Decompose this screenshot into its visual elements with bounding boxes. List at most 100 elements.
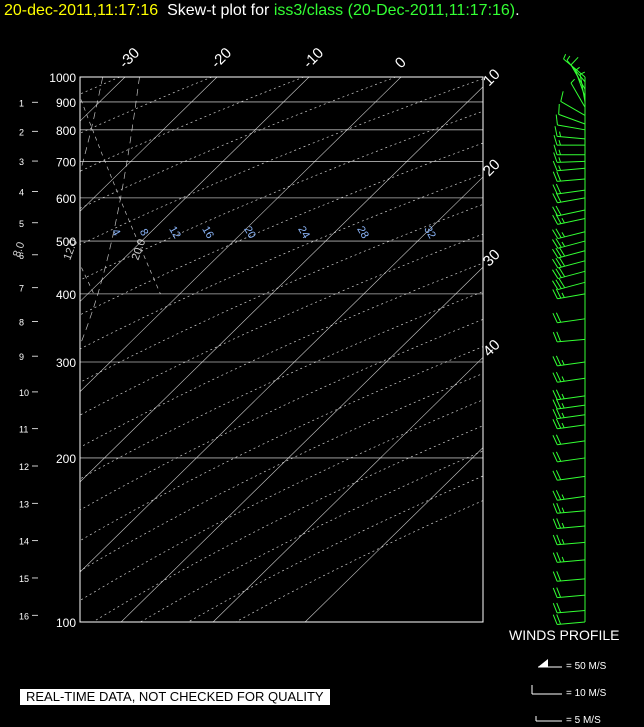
wind-barb bbox=[552, 160, 586, 172]
wind-barb-shaft bbox=[557, 404, 586, 410]
wind-barb bbox=[553, 134, 585, 146]
moist-adiabat-line bbox=[80, 77, 140, 347]
wind-barb-half bbox=[558, 139, 561, 146]
wind-barb-flag bbox=[552, 356, 558, 367]
wind-barb bbox=[552, 192, 586, 204]
dry-adiabat-line bbox=[187, 475, 483, 622]
wind-barb-shaft bbox=[557, 541, 586, 546]
wind-barb-flag bbox=[552, 399, 558, 410]
height-label: 8 bbox=[19, 317, 24, 327]
wind-barb-flag bbox=[555, 355, 562, 366]
moist-adiabat-line bbox=[80, 77, 104, 175]
wind-barb-flag bbox=[555, 434, 562, 445]
dry-adiabat-line bbox=[235, 500, 483, 622]
wind-barb-shaft bbox=[557, 231, 586, 240]
moist-adiabat-label: 12 bbox=[166, 224, 183, 241]
wind-barb-half bbox=[558, 149, 561, 155]
height-label: 13 bbox=[19, 499, 29, 509]
wind-barb bbox=[552, 238, 586, 249]
wind-barb-flag bbox=[556, 171, 562, 182]
wind-barb bbox=[554, 126, 586, 140]
wind-barb-flag bbox=[552, 408, 558, 419]
wind-barb bbox=[555, 114, 586, 131]
wind-barb-flag bbox=[552, 503, 558, 514]
height-label: 11 bbox=[19, 425, 28, 435]
wind-barb-half bbox=[561, 412, 565, 418]
wind-barb-flag bbox=[558, 247, 566, 257]
wind-barb bbox=[552, 418, 586, 430]
wind-barb bbox=[552, 534, 586, 546]
wind-barb-shaft bbox=[557, 414, 586, 420]
wind-barb-shaft bbox=[557, 525, 586, 529]
winds-profile-title: WINDS PROFILE bbox=[509, 627, 620, 643]
isotherm-line bbox=[80, 77, 310, 302]
wind-barb bbox=[552, 614, 586, 625]
wind-barb bbox=[552, 451, 586, 463]
wind-barb-flag bbox=[552, 534, 558, 545]
wind-barb-shaft bbox=[557, 457, 586, 463]
wind-barb-shaft bbox=[557, 621, 586, 625]
wind-barb-flag bbox=[555, 257, 562, 268]
dry-adiabat-line bbox=[80, 203, 483, 383]
wind-barb-flag bbox=[552, 552, 558, 563]
wind-barb bbox=[552, 214, 586, 225]
wind-barb bbox=[552, 552, 586, 563]
pressure-label: 900 bbox=[56, 96, 76, 110]
isotherm-line bbox=[80, 86, 483, 483]
wind-barb-flag bbox=[552, 452, 558, 463]
wind-barb-flag bbox=[552, 372, 558, 383]
isotherm-label: -10 bbox=[300, 44, 327, 71]
wind-barb-flag bbox=[558, 257, 566, 267]
height-label: 9 bbox=[19, 352, 24, 362]
wind-barb-flag bbox=[558, 267, 566, 278]
wind-barb-shaft bbox=[557, 594, 586, 599]
isotherm-label: 0 bbox=[392, 54, 410, 72]
wind-barb-flag bbox=[552, 470, 558, 481]
wind-barb-flag bbox=[555, 470, 562, 481]
wind-barb-half bbox=[561, 359, 565, 366]
wind-barb-half bbox=[570, 78, 575, 84]
wind-barb-shaft bbox=[557, 361, 586, 367]
isotherm-line bbox=[304, 447, 483, 622]
wind-barb-flag bbox=[556, 587, 562, 598]
wind-barb-flag bbox=[555, 389, 562, 400]
wind-barb-half bbox=[561, 403, 565, 409]
wind-barb-half bbox=[579, 71, 586, 75]
wind-barb-flag bbox=[558, 103, 560, 115]
wind-barb-half bbox=[566, 55, 571, 61]
height-label: 4 bbox=[19, 188, 24, 198]
wind-barb bbox=[570, 78, 586, 108]
title-timestamp: 20-dec-2011,11:17:16 bbox=[4, 2, 159, 19]
dry-adiabat-line bbox=[80, 399, 483, 601]
wind-barb-flag bbox=[552, 160, 558, 171]
wind-barb-shaft bbox=[560, 101, 586, 116]
wind-barb-flag bbox=[555, 268, 562, 278]
wind-barb-shaft bbox=[557, 578, 586, 582]
wind-barb-flag bbox=[556, 503, 562, 514]
wind-barb bbox=[552, 228, 586, 240]
height-label: 12 bbox=[19, 462, 29, 472]
chart-title: 20-dec-2011,11:17:16 Skew-t plot for iss… bbox=[4, 2, 520, 20]
wind-barb-flag bbox=[552, 193, 558, 203]
wind-barb bbox=[552, 518, 586, 529]
wind-barb bbox=[552, 257, 586, 269]
wind-barb-half bbox=[558, 165, 562, 171]
wind-barb-flag bbox=[552, 258, 559, 269]
wind-barb-shaft bbox=[557, 124, 586, 131]
dry-adiabat-line bbox=[80, 173, 483, 350]
wind-barb-flag bbox=[552, 587, 558, 598]
isotherm-line bbox=[80, 77, 218, 212]
wind-barb-flag bbox=[552, 614, 558, 625]
wind-barb bbox=[552, 490, 586, 501]
wind-barb-shaft bbox=[557, 318, 586, 324]
wind-barb-flag bbox=[555, 114, 558, 126]
dry-adiabat-line bbox=[80, 291, 483, 480]
wind-barb-flag bbox=[560, 91, 564, 102]
wind-barb bbox=[552, 571, 586, 582]
wind-barb-shaft bbox=[557, 167, 586, 172]
wind-barb bbox=[552, 171, 586, 182]
wind-barb-shaft bbox=[557, 495, 586, 501]
wind-barb-flag bbox=[552, 571, 558, 582]
moist-adiabat-label: 28 bbox=[354, 224, 371, 241]
